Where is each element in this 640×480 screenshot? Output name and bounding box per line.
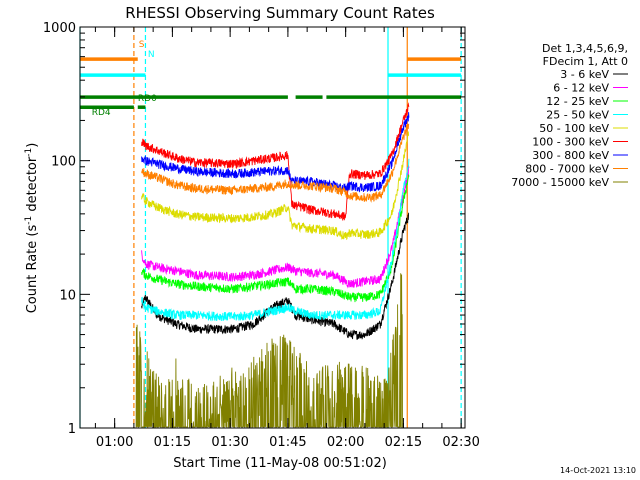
legend-label-3: 25 - 50 keV [546,109,609,122]
axes: 1 10 100 1000 01:00 01:15 01:30 01:45 02:00 02:15… [43,21,480,450]
x-tick-label-2: 01:30 [211,435,248,450]
y-tick-label-1: 10 [59,288,76,303]
series-line-8 [135,273,404,428]
legend-label-4: 50 - 100 keV [539,122,609,135]
flag-label-saa: S [139,40,145,50]
x-tick-label-4: 02:00 [327,435,364,450]
legend-label-1: 6 - 12 keV [553,82,609,95]
series-line-1 [141,165,410,289]
legend-label-5: 100 - 300 keV [532,136,609,149]
legend-label-0: 3 - 6 keV [560,68,609,81]
series-line-4 [141,131,410,241]
series-line-5 [141,102,410,221]
y-tick-label-0: 1 [68,422,76,437]
legend-header-1: FDecim 1, Att 0 [543,55,628,68]
y-axis-label: Count Rate (s-1 detector-1) [24,143,40,314]
flag-label-night: N [148,50,155,60]
series-line-2 [141,174,410,303]
y-axis-label-sup2: -1 [24,148,34,157]
series-line-6 [141,112,410,193]
flag-label-decim: RD0 [138,94,157,104]
x-tick-label-3: 01:45 [269,435,306,450]
x-tick-label-1: 01:15 [154,435,191,450]
x-tick-label-0: 01:00 [96,435,133,450]
series-line-7 [141,123,410,203]
plot-frame [79,26,466,429]
y-axis-label-end: ) [25,143,40,148]
y-axis-label-main: Count Rate (s [25,225,40,314]
flag-label-rd4: RD4 [92,108,111,118]
plot-area: SN RD0 RD4 [79,27,462,428]
x-axis-label: Start Time (11-May-08 00:51:02) [173,456,387,471]
legend-header-0: Det 1,3,4,5,6,9, [542,42,628,55]
legend: Det 1,3,4,5,6,9,FDecim 1, Att 03 - 6 keV… [511,42,628,189]
y-tick-label-3: 1000 [43,21,76,36]
series-line-3 [141,158,410,322]
y-tick-label-2: 100 [51,155,76,170]
y-axis-label-sup1: -1 [24,216,34,225]
chart-title: RHESSI Observing Summary Count Rates [125,4,435,22]
legend-label-2: 12 - 25 keV [546,95,609,108]
x-tick-label-5: 02:15 [385,435,422,450]
x-tick-label-6: 02:30 [442,435,479,450]
legend-label-6: 300 - 800 keV [532,149,609,162]
legend-label-7: 800 - 7000 keV [525,163,609,176]
legend-label-8: 7000 - 15000 keV [511,176,609,189]
y-axis-label-mid: detector [25,156,40,216]
timestamp-footer: 14-Oct-2021 13:10 [560,466,636,475]
